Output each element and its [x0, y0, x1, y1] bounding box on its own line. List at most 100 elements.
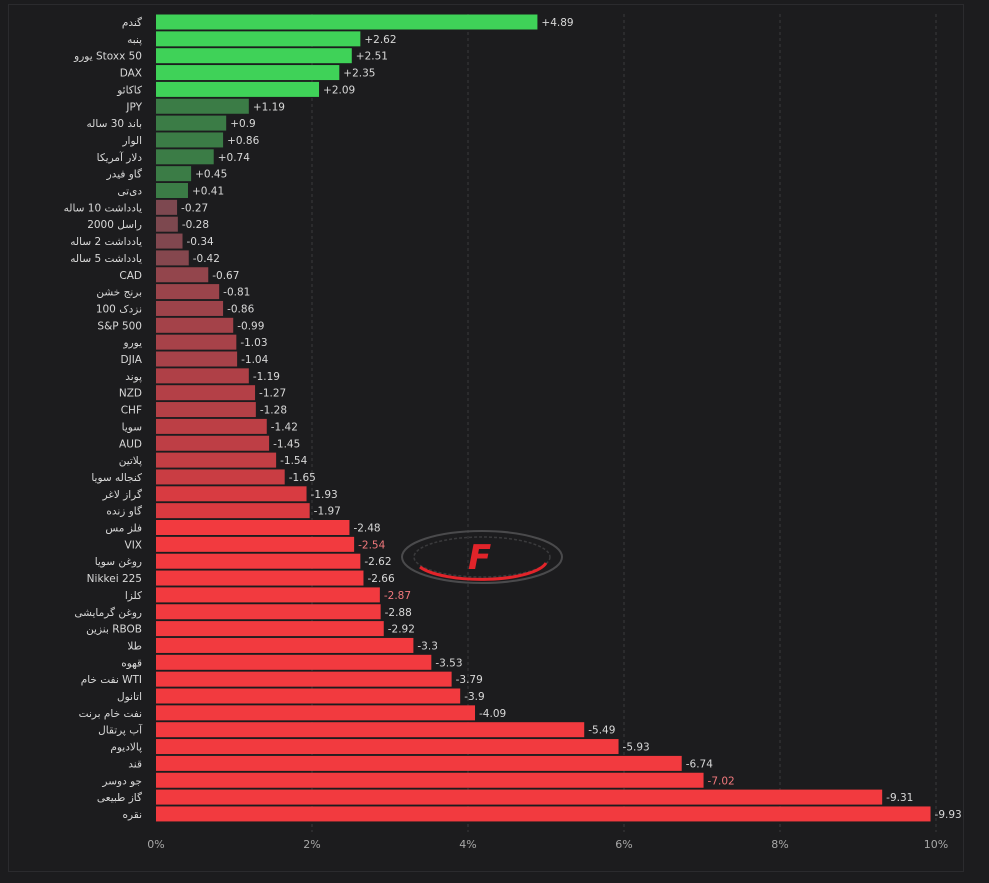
- category-label: Nikkei 225: [87, 573, 142, 585]
- category-label: نزدک 100: [96, 303, 142, 315]
- value-label: -3.53: [435, 657, 462, 669]
- category-label: باند 30 ساله: [87, 118, 142, 130]
- bar: [156, 739, 619, 755]
- category-label: یادداشت 5 ساله: [70, 253, 142, 265]
- value-label: -1.42: [271, 421, 298, 433]
- logo-outer-ring: [401, 530, 563, 584]
- bar: [156, 486, 307, 502]
- value-label: +0.86: [227, 135, 259, 147]
- value-label: -2.48: [353, 523, 380, 535]
- value-label: +2.35: [343, 68, 375, 80]
- bar: [156, 772, 704, 788]
- value-label: +0.9: [230, 118, 256, 130]
- category-label: VIX: [125, 539, 142, 551]
- category-label: پوند: [125, 371, 142, 383]
- bar: [156, 654, 432, 670]
- bar: [156, 570, 364, 586]
- value-label: -2.62: [364, 556, 391, 568]
- value-label: -0.86: [227, 303, 254, 315]
- category-label: اتانول: [117, 691, 142, 703]
- category-label: دی‌تی: [117, 186, 142, 198]
- value-label: -7.02: [708, 775, 735, 787]
- category-label: جو دوسر: [101, 775, 142, 787]
- bar: [156, 98, 249, 114]
- value-label: -1.19: [253, 371, 280, 383]
- category-label: پالادیوم: [110, 742, 142, 754]
- value-label: -0.28: [182, 219, 209, 231]
- grid-layer: [311, 14, 937, 832]
- category-label: برنج خشن: [96, 287, 142, 299]
- bar: [156, 469, 285, 485]
- bar: [156, 520, 350, 535]
- category-label: سویا: [122, 421, 142, 433]
- x-tick-label: 8%: [771, 838, 788, 851]
- bar: [156, 351, 238, 367]
- category-label: کنجاله سویا: [91, 472, 142, 484]
- category-label: گراز لاغر: [102, 488, 142, 501]
- bar: [156, 621, 384, 637]
- value-label: +2.09: [323, 84, 355, 96]
- category-label: راسل 2000: [87, 219, 142, 231]
- category-label: گندم: [122, 16, 142, 29]
- category-label: بنزین RBOB: [86, 624, 142, 636]
- value-label: -1.45: [273, 438, 300, 450]
- bar: [156, 755, 682, 771]
- value-label: -0.34: [187, 236, 214, 248]
- bar: [156, 334, 237, 350]
- value-label: -0.81: [223, 287, 250, 299]
- bar: [156, 385, 256, 401]
- bar: [156, 216, 178, 232]
- value-label: -0.99: [237, 320, 264, 332]
- category-label: گاو زنده: [106, 505, 142, 518]
- category-label: DAX: [120, 68, 142, 80]
- value-label: -0.42: [193, 253, 220, 265]
- bar: [156, 300, 224, 316]
- value-label: -2.92: [388, 624, 415, 636]
- category-label: قند: [128, 758, 142, 770]
- bar: [156, 183, 188, 198]
- category-label: یورو: [123, 337, 143, 349]
- bar: [156, 267, 209, 283]
- value-label: -1.04: [241, 354, 268, 366]
- value-label: -9.93: [935, 809, 962, 821]
- value-label: -1.65: [289, 472, 316, 484]
- category-label: نفت خام برنت: [79, 708, 142, 720]
- value-label: +1.19: [253, 101, 285, 113]
- value-label: -0.67: [212, 270, 239, 282]
- logo-letter: F: [468, 538, 491, 578]
- value-label: -2.66: [367, 573, 394, 585]
- category-label: پلاتین: [119, 455, 142, 467]
- bars-layer: [156, 14, 931, 822]
- bar: [156, 31, 361, 47]
- bar: [156, 368, 249, 384]
- value-label: -2.88: [385, 607, 412, 619]
- value-label: -5.49: [588, 725, 615, 737]
- value-label: -3.3: [417, 640, 438, 652]
- category-label: کلزا: [125, 590, 142, 602]
- category-label: روغن سویا: [95, 556, 142, 568]
- value-label: -0.27: [181, 202, 208, 214]
- x-axis-ticks: 0% 2% 4% 6% 8% 10%: [147, 838, 948, 851]
- logo-red-arc: [419, 562, 548, 581]
- value-label: -6.74: [686, 758, 713, 770]
- category-label: NZD: [119, 388, 142, 400]
- category-label: فلز مس: [105, 523, 142, 535]
- category-label: قهوه: [121, 657, 142, 669]
- bar: [156, 789, 883, 805]
- category-label: روغن گرمایشی: [74, 606, 142, 619]
- category-label: JPY: [125, 101, 142, 113]
- x-tick-label: 2%: [303, 838, 320, 851]
- value-label: -3.79: [456, 674, 483, 686]
- value-label: -5.93: [623, 742, 650, 754]
- frame-border: [8, 4, 964, 872]
- value-label: -1.93: [311, 489, 338, 501]
- value-label: -1.97: [314, 506, 341, 518]
- bar: [156, 553, 361, 569]
- value-label: +2.51: [356, 51, 388, 63]
- bar: [156, 402, 256, 418]
- bar: [156, 65, 340, 81]
- category-label: نفت خام WTI: [81, 674, 142, 686]
- bar: [156, 149, 214, 165]
- bar: [156, 435, 270, 451]
